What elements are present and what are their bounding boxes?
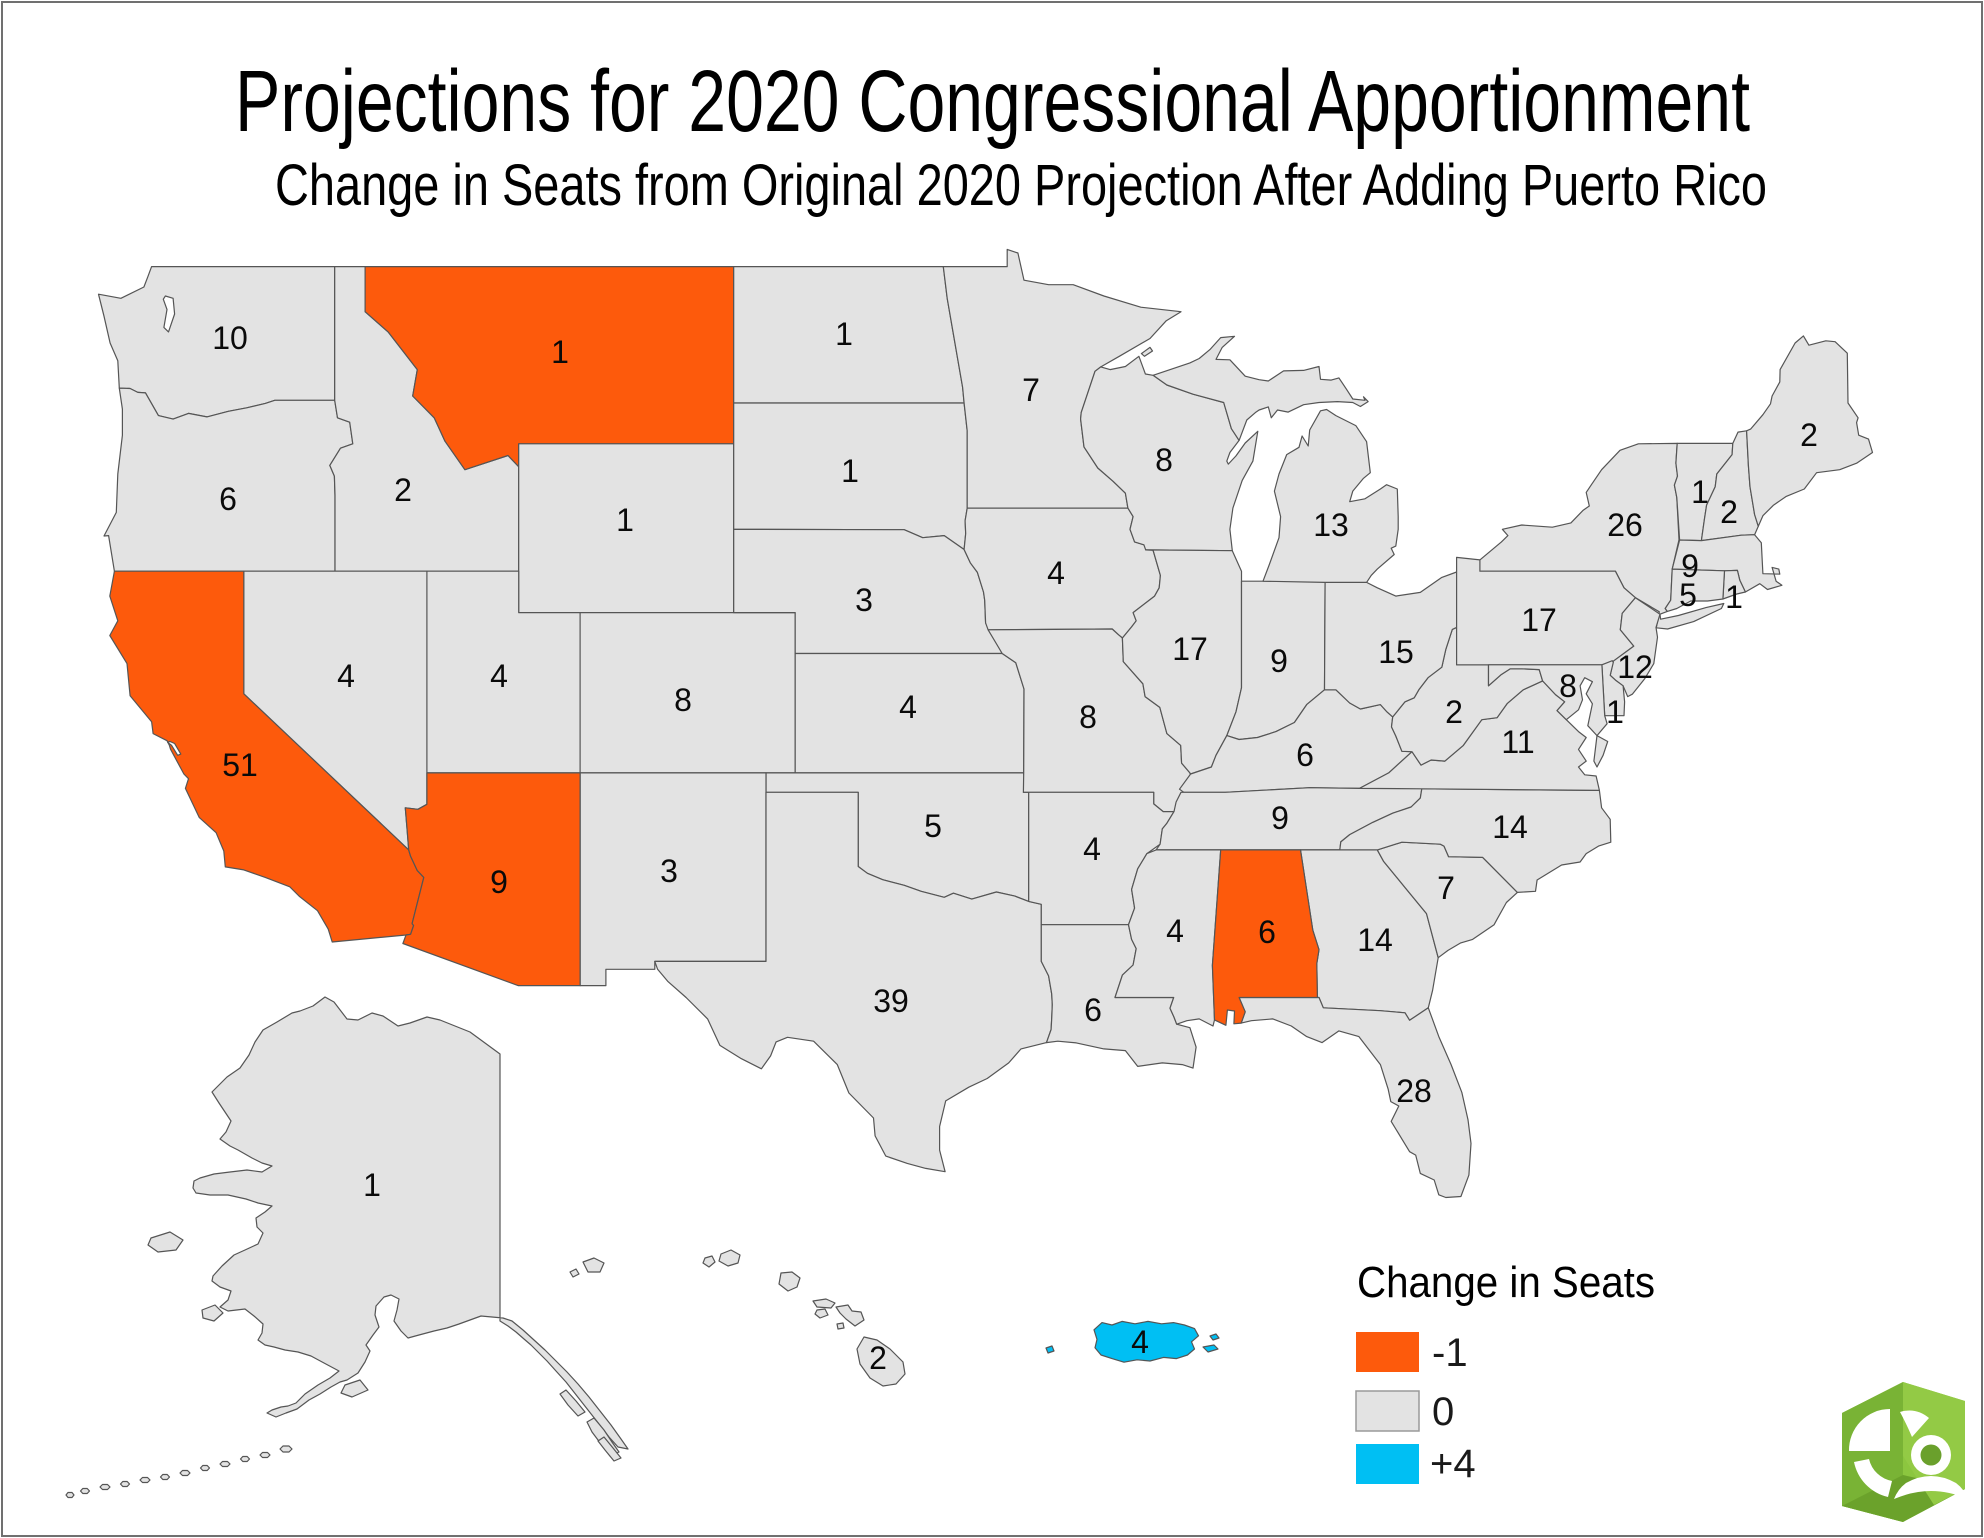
svg-text:4: 4 [1166, 913, 1184, 949]
svg-text:9: 9 [1270, 643, 1288, 679]
svg-text:4: 4 [899, 689, 917, 725]
svg-text:6: 6 [1296, 737, 1314, 773]
svg-text:1: 1 [1691, 474, 1709, 510]
svg-text:2: 2 [1800, 417, 1818, 453]
svg-text:+4: +4 [1430, 1442, 1476, 1486]
svg-text:4: 4 [1047, 555, 1065, 591]
svg-text:6: 6 [219, 481, 237, 517]
svg-text:1: 1 [363, 1167, 381, 1203]
svg-text:28: 28 [1396, 1073, 1432, 1109]
svg-text:17: 17 [1521, 602, 1557, 638]
svg-text:6: 6 [1258, 914, 1276, 950]
svg-text:11: 11 [1501, 724, 1534, 760]
svg-text:7: 7 [1437, 870, 1455, 906]
svg-text:Change in Seats from Original: Change in Seats from Original 2020 Proje… [275, 153, 1767, 218]
svg-text:3: 3 [855, 582, 873, 618]
svg-text:2: 2 [869, 1340, 887, 1376]
svg-text:17: 17 [1172, 631, 1208, 667]
svg-text:1: 1 [551, 334, 569, 370]
svg-text:15: 15 [1378, 634, 1414, 670]
svg-text:8: 8 [1559, 668, 1577, 704]
svg-text:9: 9 [490, 864, 508, 900]
svg-text:2: 2 [1720, 494, 1738, 530]
svg-text:3: 3 [660, 853, 678, 889]
svg-text:4: 4 [1083, 831, 1101, 867]
svg-text:8: 8 [674, 682, 692, 718]
svg-text:5: 5 [924, 808, 942, 844]
svg-text:4: 4 [1131, 1324, 1149, 1360]
svg-text:12: 12 [1617, 649, 1653, 685]
svg-text:Projections for 2020 Congressi: Projections for 2020 Congressional Appor… [235, 53, 1750, 150]
svg-text:-1: -1 [1432, 1331, 1468, 1375]
svg-text:9: 9 [1681, 548, 1699, 584]
svg-text:9: 9 [1271, 800, 1289, 836]
svg-text:8: 8 [1079, 699, 1097, 735]
svg-text:51: 51 [222, 747, 258, 783]
svg-text:14: 14 [1492, 809, 1528, 845]
svg-text:8: 8 [1155, 442, 1173, 478]
svg-text:13: 13 [1313, 507, 1349, 543]
svg-text:1: 1 [616, 502, 634, 538]
svg-text:5: 5 [1679, 577, 1697, 613]
svg-text:0: 0 [1432, 1390, 1454, 1434]
svg-text:14: 14 [1357, 922, 1393, 958]
svg-text:2: 2 [394, 472, 412, 508]
svg-text:1: 1 [835, 316, 853, 352]
svg-text:4: 4 [337, 658, 355, 694]
svg-text:1: 1 [1606, 694, 1624, 730]
svg-text:26: 26 [1607, 507, 1643, 543]
svg-text:1: 1 [841, 453, 859, 489]
svg-text:6: 6 [1084, 992, 1102, 1028]
svg-text:2: 2 [1445, 694, 1463, 730]
svg-text:1: 1 [1725, 579, 1743, 615]
svg-text:Change in Seats: Change in Seats [1357, 1258, 1655, 1307]
svg-text:10: 10 [212, 320, 248, 356]
svg-text:4: 4 [490, 658, 508, 694]
svg-text:39: 39 [873, 983, 909, 1019]
svg-text:7: 7 [1022, 372, 1040, 408]
